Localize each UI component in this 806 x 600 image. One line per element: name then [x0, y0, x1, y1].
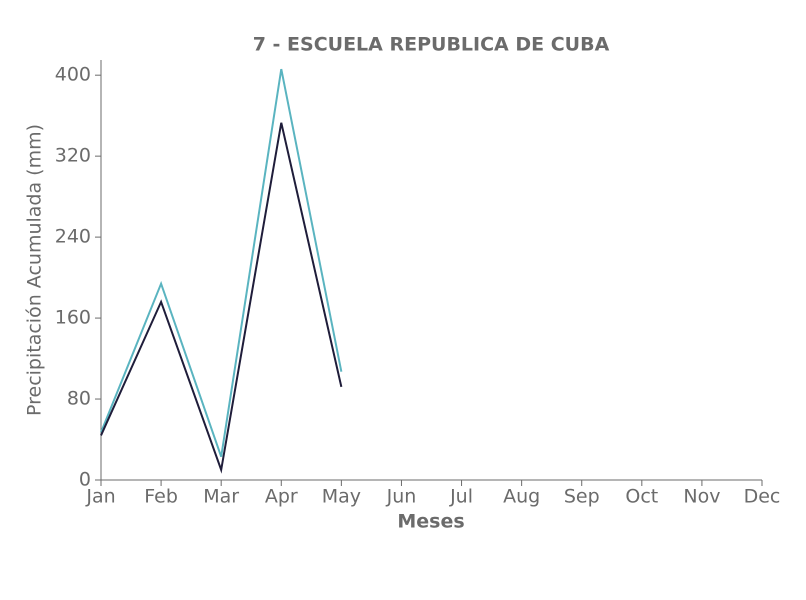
x-tick-label: Dec [744, 486, 781, 508]
chart-title: 7 - ESCUELA REPUBLICA DE CUBA [253, 34, 610, 56]
x-tick-label: Sep [564, 486, 600, 508]
y-tick-label: 320 [55, 145, 91, 167]
y-tick-label: 160 [55, 307, 91, 329]
line-series [100, 68, 343, 458]
x-tick-label: May [322, 486, 361, 508]
x-axis-label: Meses [397, 511, 464, 533]
x-tick-label: Mar [203, 486, 239, 508]
y-tick-label: 400 [55, 64, 91, 86]
x-tick-label: Jun [386, 486, 417, 508]
x-tick-label: Feb [144, 486, 178, 508]
line-series [100, 122, 343, 474]
y-tick-label: 0 [79, 469, 91, 491]
x-tick-label: Aug [503, 486, 540, 508]
x-tick-label: Jan [85, 486, 115, 508]
x-tick-label: Nov [683, 486, 720, 508]
x-tick-label: Apr [265, 486, 298, 508]
y-tick-label: 240 [55, 226, 91, 248]
x-tick-label: Oct [625, 486, 658, 508]
y-tick-label: 80 [67, 388, 91, 410]
y-axis-label: Precipitación Acumulada (mm) [24, 124, 46, 416]
x-tick-label: Jul [449, 486, 473, 508]
